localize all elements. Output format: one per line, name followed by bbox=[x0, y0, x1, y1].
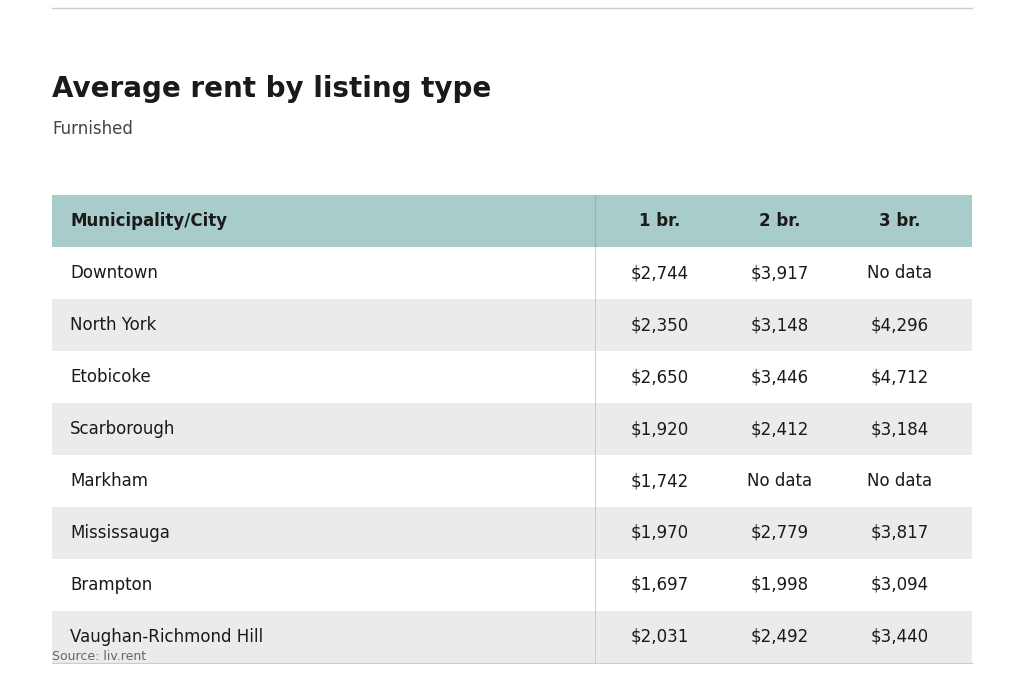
Text: No data: No data bbox=[867, 472, 933, 490]
Bar bbox=[52, 559, 972, 611]
Text: North York: North York bbox=[70, 316, 157, 334]
Bar bbox=[52, 507, 972, 559]
Text: $1,742: $1,742 bbox=[631, 472, 689, 490]
Text: Brampton: Brampton bbox=[70, 576, 153, 594]
Text: No data: No data bbox=[748, 472, 813, 490]
Text: $2,350: $2,350 bbox=[631, 316, 689, 334]
Text: Furnished: Furnished bbox=[52, 120, 133, 138]
Text: $2,744: $2,744 bbox=[631, 264, 689, 282]
Text: $4,296: $4,296 bbox=[871, 316, 929, 334]
Text: $3,184: $3,184 bbox=[870, 420, 929, 438]
Text: $2,031: $2,031 bbox=[631, 628, 689, 646]
Text: $2,492: $2,492 bbox=[751, 628, 809, 646]
Text: Scarborough: Scarborough bbox=[70, 420, 175, 438]
Text: Municipality/City: Municipality/City bbox=[70, 212, 227, 230]
Text: $3,817: $3,817 bbox=[870, 524, 929, 542]
Text: $3,446: $3,446 bbox=[751, 368, 809, 386]
Text: 1 br.: 1 br. bbox=[639, 212, 681, 230]
Text: $4,712: $4,712 bbox=[870, 368, 929, 386]
Text: $1,920: $1,920 bbox=[631, 420, 689, 438]
Text: Source: liv.rent: Source: liv.rent bbox=[52, 650, 146, 663]
Bar bbox=[52, 247, 972, 299]
Text: $2,779: $2,779 bbox=[751, 524, 809, 542]
Text: Average rent by listing type: Average rent by listing type bbox=[52, 75, 492, 103]
Text: 3 br.: 3 br. bbox=[880, 212, 921, 230]
Bar bbox=[52, 403, 972, 455]
Text: 2 br.: 2 br. bbox=[759, 212, 801, 230]
Bar bbox=[52, 351, 972, 403]
Text: No data: No data bbox=[867, 264, 933, 282]
Bar bbox=[52, 611, 972, 663]
Text: Etobicoke: Etobicoke bbox=[70, 368, 151, 386]
Text: $3,440: $3,440 bbox=[871, 628, 929, 646]
Text: $1,697: $1,697 bbox=[631, 576, 689, 594]
Bar bbox=[52, 299, 972, 351]
Text: Vaughan-Richmond Hill: Vaughan-Richmond Hill bbox=[70, 628, 263, 646]
Text: $3,917: $3,917 bbox=[751, 264, 809, 282]
Text: Mississauga: Mississauga bbox=[70, 524, 170, 542]
Bar bbox=[52, 195, 972, 247]
Bar bbox=[52, 455, 972, 507]
Text: $3,094: $3,094 bbox=[871, 576, 929, 594]
Text: Downtown: Downtown bbox=[70, 264, 158, 282]
Text: Markham: Markham bbox=[70, 472, 148, 490]
Text: $2,650: $2,650 bbox=[631, 368, 689, 386]
Text: $1,970: $1,970 bbox=[631, 524, 689, 542]
Text: $2,412: $2,412 bbox=[751, 420, 809, 438]
Text: $1,998: $1,998 bbox=[751, 576, 809, 594]
Text: $3,148: $3,148 bbox=[751, 316, 809, 334]
